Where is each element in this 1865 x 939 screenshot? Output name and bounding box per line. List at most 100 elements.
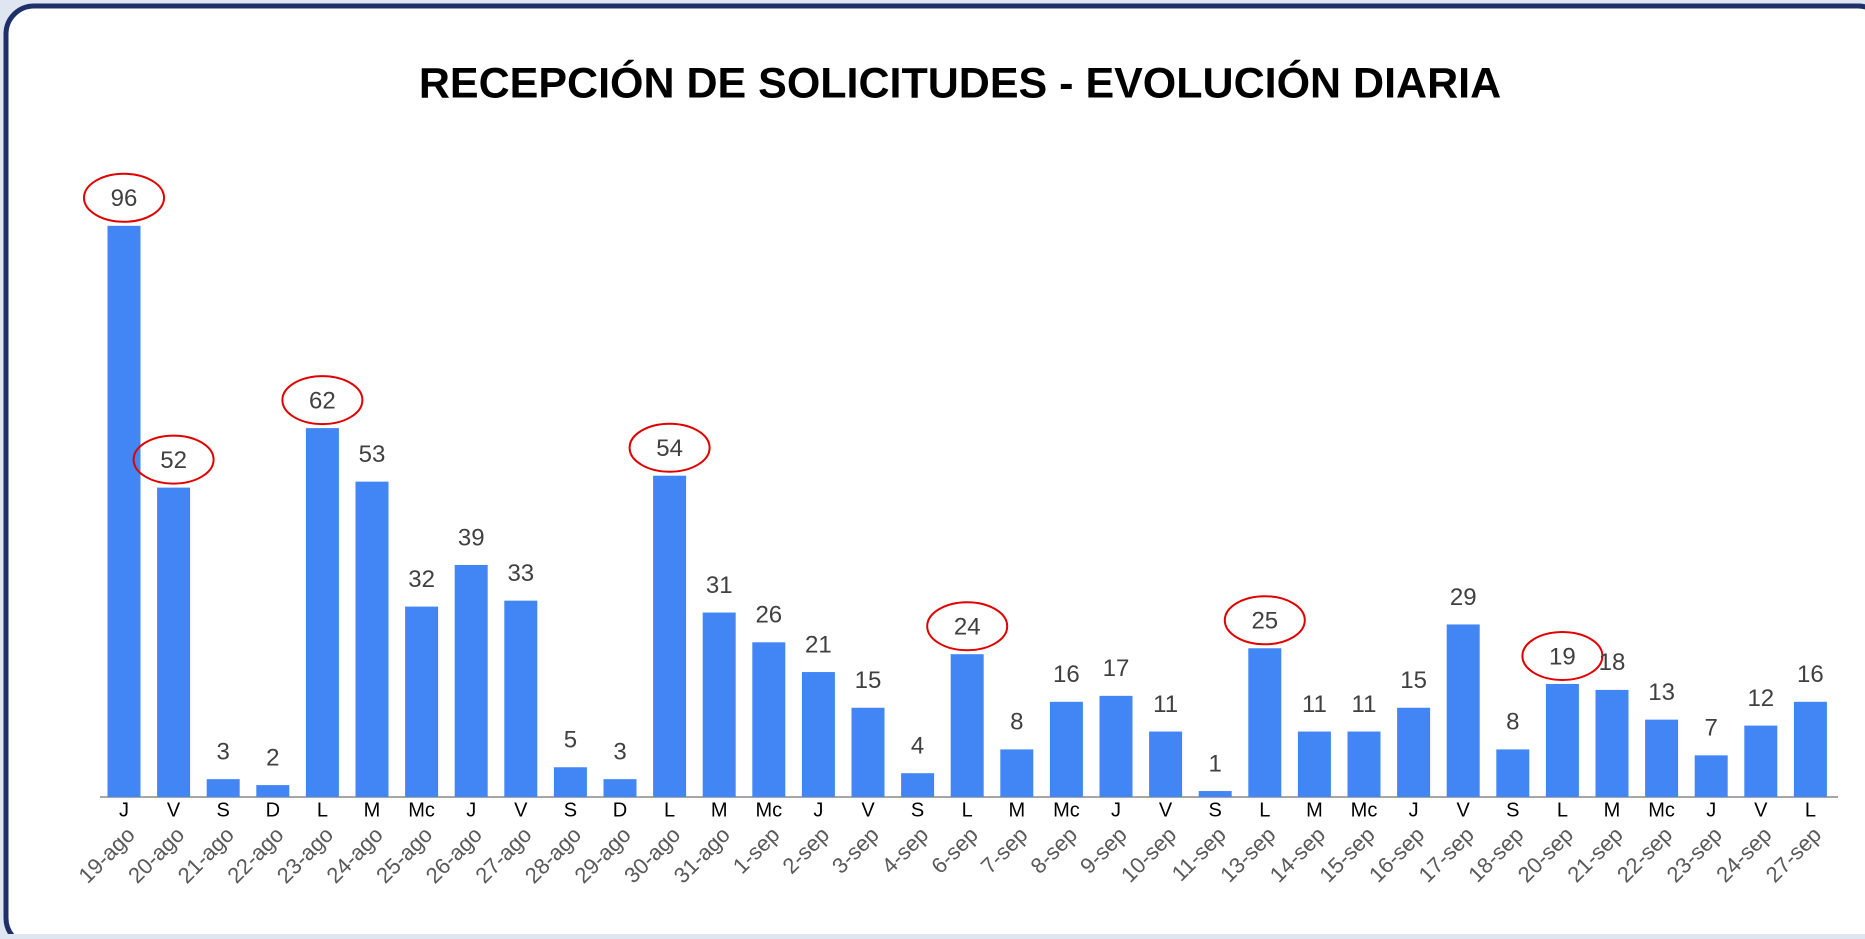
weekday-label: M [1306, 799, 1323, 821]
highlight-circle [83, 172, 165, 223]
bar [1496, 749, 1530, 797]
bar [702, 612, 736, 797]
value-label: 33 [507, 560, 534, 587]
weekday-label: J [813, 799, 823, 821]
bar [1744, 725, 1778, 797]
weekday-label: D [266, 799, 280, 821]
value-label: 15 [1400, 667, 1427, 694]
value-label: 13 [1648, 679, 1675, 706]
value-label: 26 [755, 602, 782, 629]
highlight-circle [926, 601, 1009, 652]
weekday-label: M [1604, 799, 1621, 821]
value-label: 11 [1302, 691, 1327, 718]
bar [157, 487, 191, 797]
weekday-label: S [564, 799, 577, 821]
bar [1645, 719, 1679, 797]
bar [1397, 707, 1431, 797]
highlight-circle [281, 375, 364, 426]
value-label: 12 [1747, 685, 1774, 712]
bar [1694, 755, 1728, 797]
value-label: 4 [911, 733, 924, 760]
bar [653, 475, 687, 797]
weekday-label: S [1506, 799, 1519, 821]
bar [1198, 791, 1232, 797]
bar [1049, 701, 1083, 797]
bar [107, 225, 141, 798]
chart-title: RECEPCIÓN DE SOLICITUDES - EVOLUCIÓN DIA… [419, 58, 1501, 107]
weekday-label: Mc [755, 799, 782, 821]
weekday-label: M [364, 799, 381, 821]
value-label: 96 [111, 185, 138, 212]
bar [305, 428, 339, 797]
weekday-label: L [664, 799, 675, 821]
weekday-label: J [466, 799, 476, 821]
bar [553, 767, 587, 797]
bar [603, 779, 637, 797]
bar [256, 785, 290, 797]
value-label: 24 [954, 614, 981, 641]
value-label: 1 [1209, 750, 1222, 777]
weekday-label: Mc [408, 799, 435, 821]
weekday-label: V [514, 799, 528, 821]
bar [901, 773, 935, 797]
bar [752, 642, 786, 797]
value-label: 54 [656, 435, 683, 462]
highlight-circle [132, 434, 215, 485]
bar [1347, 731, 1381, 797]
bar [1248, 648, 1282, 797]
value-label: 7 [1705, 715, 1718, 742]
weekday-label: L [1805, 799, 1816, 821]
bar [206, 779, 240, 797]
weekday-label: S [911, 799, 924, 821]
value-label: 19 [1549, 643, 1576, 670]
bar [1446, 624, 1480, 797]
value-label: 53 [359, 441, 386, 468]
bar [1297, 731, 1331, 797]
bar [1099, 695, 1133, 797]
value-label: 11 [1352, 691, 1377, 718]
value-label: 3 [613, 738, 626, 765]
bar [801, 672, 835, 797]
value-label: 62 [309, 387, 336, 414]
weekday-label: S [217, 799, 230, 821]
weekday-label: L [1557, 799, 1568, 821]
weekday-label: V [1754, 799, 1768, 821]
weekday-label: L [317, 799, 328, 821]
weekday-label: L [962, 799, 973, 821]
value-label: 16 [1053, 661, 1080, 688]
bar [405, 606, 439, 797]
value-label: 8 [1010, 709, 1023, 736]
weekday-label: J [1409, 799, 1419, 821]
value-label: 52 [160, 447, 187, 474]
highlight-circle [1521, 630, 1604, 681]
bar [1149, 731, 1183, 797]
bar [355, 481, 389, 797]
weekday-label: Mc [1648, 799, 1675, 821]
bar [504, 600, 538, 797]
weekday-label: M [1008, 799, 1025, 821]
value-label: 32 [408, 566, 435, 593]
weekday-label: S [1209, 799, 1222, 821]
weekday-label: M [711, 799, 728, 821]
value-label: 16 [1797, 661, 1824, 688]
value-label: 21 [805, 631, 832, 658]
bar [950, 654, 984, 797]
value-label: 5 [564, 727, 577, 754]
weekday-label: D [613, 799, 627, 821]
highlight-circle [1223, 595, 1306, 646]
weekday-label: J [1706, 799, 1716, 821]
value-label: 11 [1153, 691, 1178, 718]
weekday-label: Mc [1351, 799, 1378, 821]
weekday-label: J [1111, 799, 1121, 821]
weekday-label: V [1457, 799, 1471, 821]
value-label: 17 [1103, 655, 1130, 682]
value-label: 18 [1599, 649, 1626, 676]
highlight-circle [628, 422, 711, 473]
value-label: 15 [855, 667, 882, 694]
value-label: 3 [217, 738, 230, 765]
value-label: 31 [706, 572, 733, 599]
bar [1595, 689, 1629, 797]
weekday-label: J [119, 799, 129, 821]
value-label: 39 [458, 524, 485, 551]
